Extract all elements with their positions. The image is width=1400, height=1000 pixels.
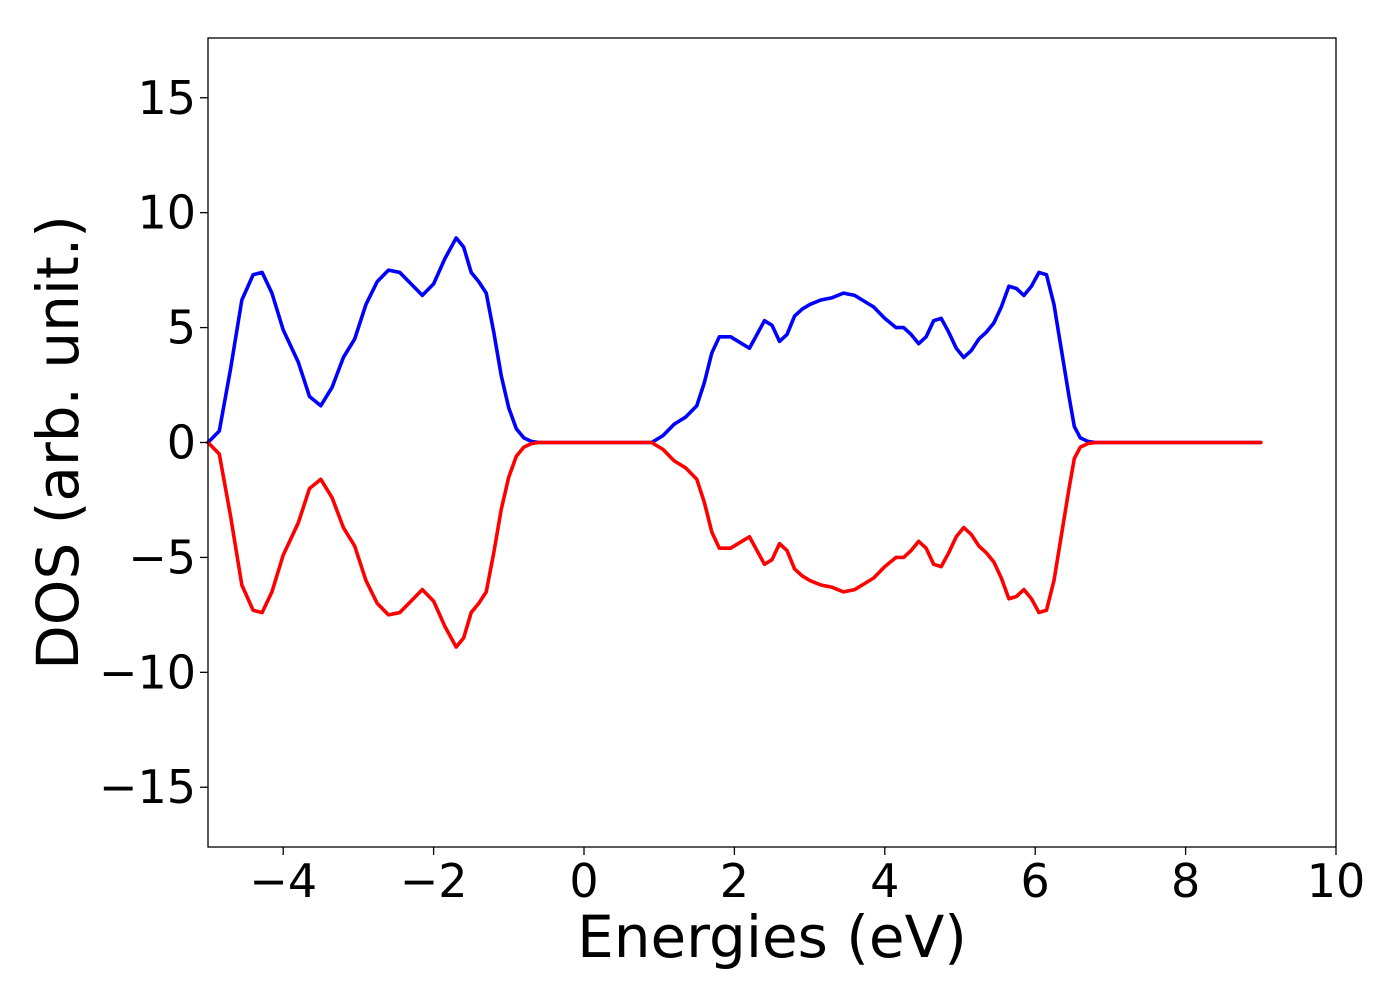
x-tick-label: −2 <box>400 854 468 908</box>
y-tick-label: −5 <box>128 530 196 584</box>
y-tick-label: −15 <box>99 760 196 814</box>
x-tick-label: −4 <box>249 854 317 908</box>
x-axis-title: Energies (eV) <box>577 903 967 971</box>
series-line-positive <box>206 236 1263 445</box>
y-axis-ticks: 15 10 5 0 −5 −10 −15 <box>99 71 208 814</box>
x-tick-label: 0 <box>569 854 598 908</box>
x-tick-label: 8 <box>1171 854 1200 908</box>
series-layer <box>206 236 1263 649</box>
y-tick-label: 15 <box>137 71 196 125</box>
y-tick-label: 0 <box>167 416 196 470</box>
x-tick-label: 10 <box>1307 854 1366 908</box>
x-tick-label: 2 <box>720 854 749 908</box>
y-tick-label: 5 <box>167 301 196 355</box>
y-axis-title: DOS (arb. unit.) <box>24 215 92 670</box>
x-axis-ticks: −4 −2 0 2 4 6 8 10 <box>249 847 1365 908</box>
x-tick-label: 6 <box>1021 854 1050 908</box>
x-tick-label: 4 <box>870 854 899 908</box>
y-tick-label: −10 <box>99 645 196 699</box>
series-line-negative <box>206 440 1263 649</box>
y-tick-label: 10 <box>137 186 196 240</box>
